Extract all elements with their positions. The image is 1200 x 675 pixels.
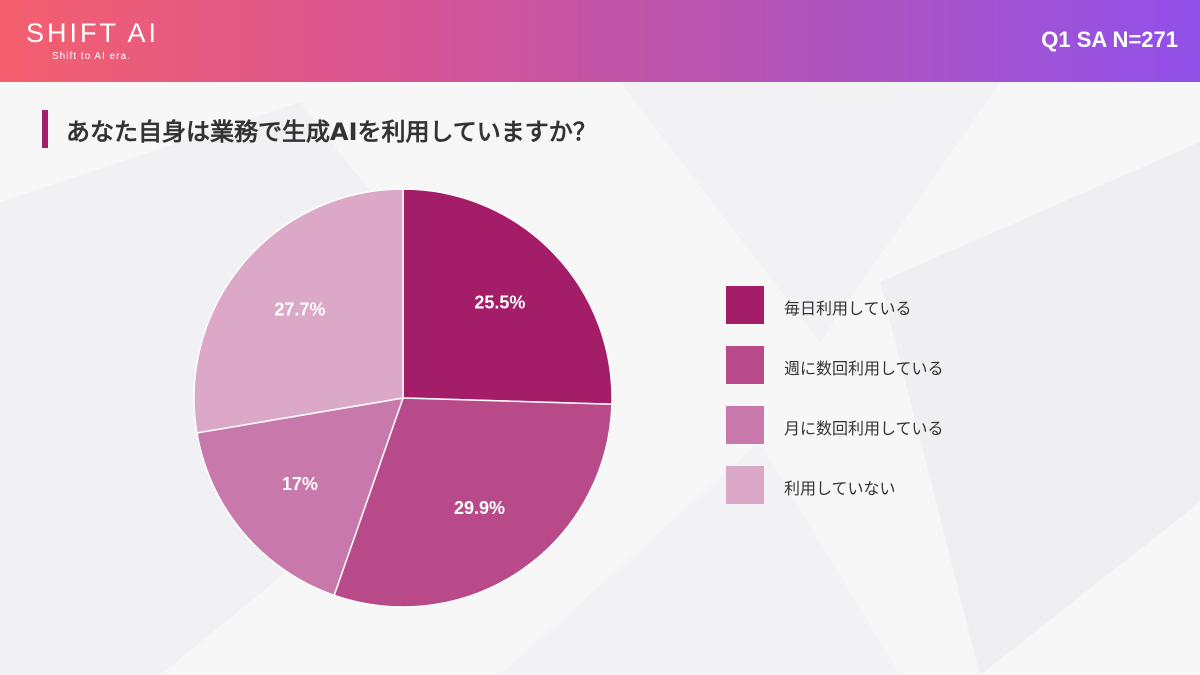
pie-slice-label-2: 29.9% — [454, 498, 505, 518]
pie-slice-label-1: 25.5% — [474, 293, 525, 313]
header-banner: SHIFT AI Shift to AI era. Q1 SA N=271 — [0, 0, 1200, 82]
logo-tagline: Shift to AI era. — [52, 51, 131, 62]
survey-meta: Q1 SA N=271 — [1041, 27, 1178, 52]
legend-swatch-3 — [726, 406, 764, 444]
pie-slice-1 — [402, 188, 613, 406]
legend-label-1: 毎日利用している — [784, 299, 912, 318]
legend-label-2: 週に数回利用している — [784, 359, 944, 378]
legend-swatch-1 — [726, 286, 764, 324]
pie-slice-2 — [333, 397, 613, 608]
pie-slice-label-4: 27.7% — [274, 300, 325, 320]
legend-swatch-2 — [726, 346, 764, 384]
question-title: あなた自身は業務で生成AIを利用していますか？ — [66, 118, 597, 146]
pie-slice-3 — [196, 397, 405, 597]
legend-label-3: 月に数回利用している — [784, 419, 944, 438]
legend-label-4: 利用していない — [784, 479, 896, 498]
pie-slice-label-3: 17% — [282, 474, 318, 494]
legend-swatch-4 — [726, 466, 764, 504]
title-accent-bar — [42, 110, 48, 148]
shift-ai-logo: SHIFT AI — [26, 18, 160, 48]
pie-slice-4 — [193, 188, 404, 434]
